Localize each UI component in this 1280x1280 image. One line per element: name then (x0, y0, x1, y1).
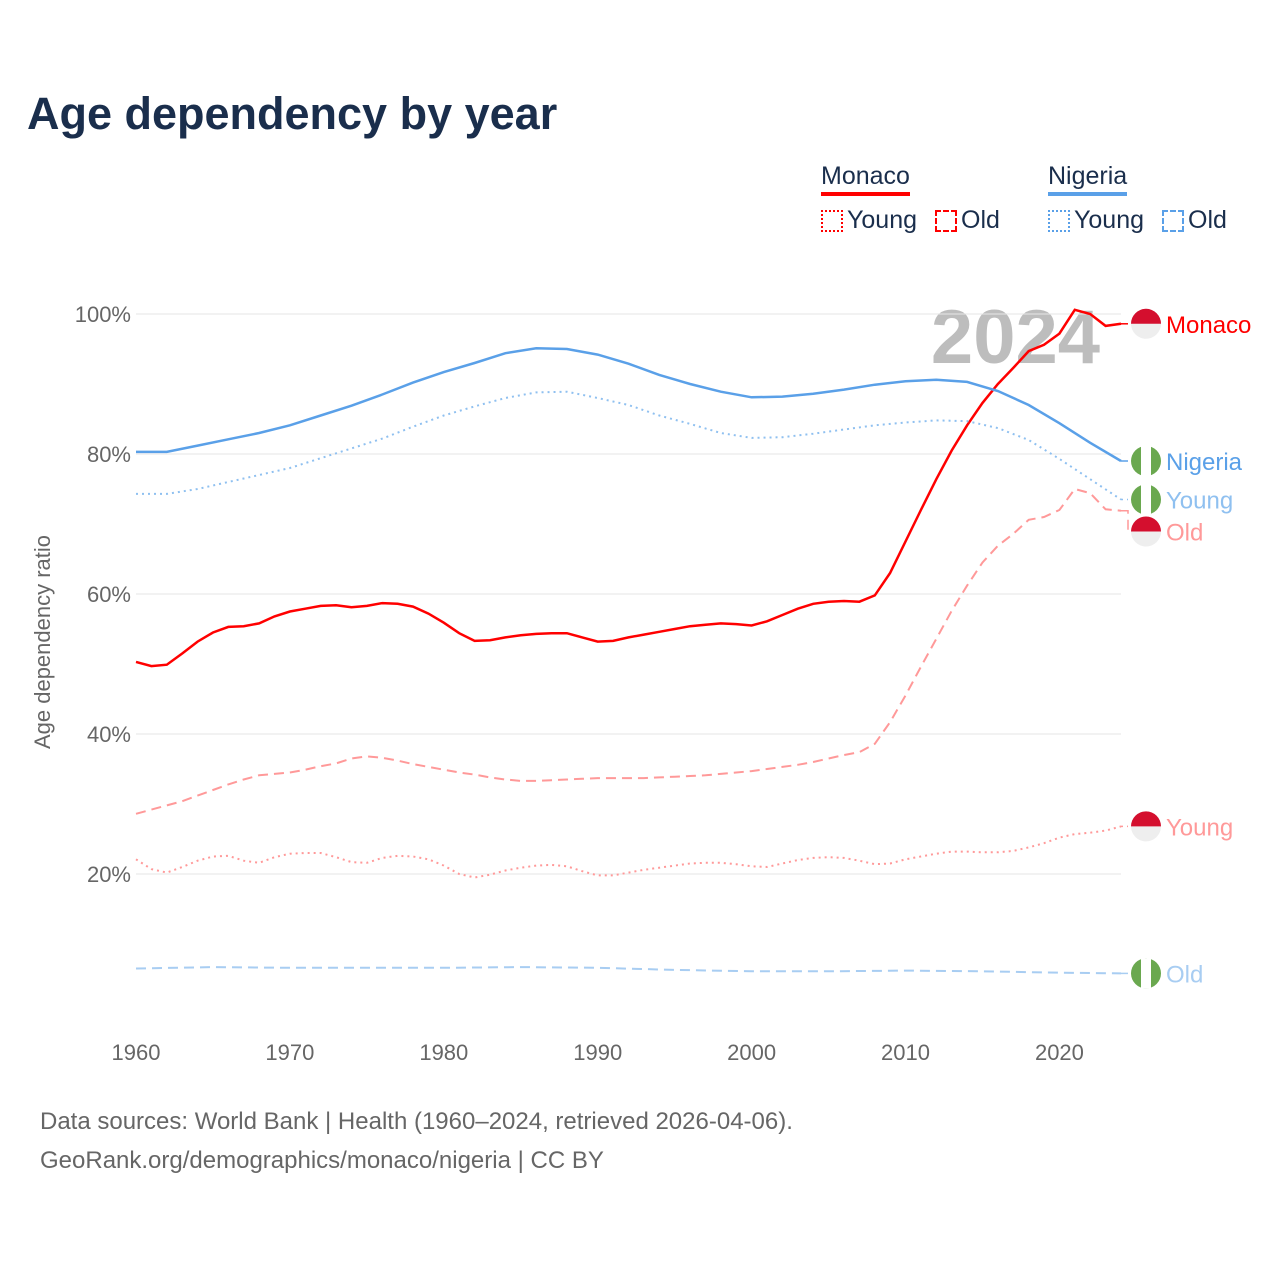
legend-nigeria: Nigeria Young Old (1048, 162, 1227, 235)
y-tick-label: 60% (87, 582, 131, 607)
series-line-nigeria-old (135, 966, 1122, 975)
nigeria-flag-white-band (1141, 484, 1151, 515)
x-tick-label: 1970 (265, 1040, 314, 1065)
series-line-monaco (135, 308, 1122, 668)
credit-link[interactable]: GeoRank.org/demographics/monaco/nigeria … (40, 1147, 604, 1174)
legend-country-monaco: Monaco (821, 162, 910, 196)
nigeria-flag-white-band (1141, 446, 1151, 476)
end-label-monaco-young: Young (1166, 814, 1233, 841)
x-tick-label: 1960 (112, 1040, 161, 1065)
legend-monaco: Monaco Young Old (821, 162, 1000, 235)
end-label-monaco-old: Old (1166, 520, 1203, 547)
legend-item-monaco-old[interactable]: Old (935, 206, 1000, 235)
end-label-monaco: Monaco (1166, 312, 1251, 339)
x-tick-label: 1990 (573, 1040, 622, 1065)
chart-title: Age dependency by year (27, 88, 558, 139)
legend-item-nigeria-young[interactable]: Young (1048, 206, 1144, 235)
legend-label: Young (1074, 206, 1144, 234)
data-sources: Data sources: World Bank | Health (1960–… (40, 1108, 793, 1135)
end-label-nigeria-old: Old (1166, 961, 1203, 988)
series-line-nigeria (136, 347, 1122, 463)
legend-item-monaco-young[interactable]: Young (821, 206, 917, 235)
series-line-monaco-young (135, 825, 1122, 879)
legend-item-nigeria-old[interactable]: Old (1162, 206, 1227, 235)
y-tick-label: 20% (87, 862, 131, 887)
legend-label: Young (847, 206, 917, 234)
dashed-swatch-icon (935, 209, 957, 232)
y-tick-label: 80% (87, 442, 131, 467)
dotted-swatch-icon (1048, 209, 1070, 232)
series-line-nigeria-young (136, 390, 1122, 501)
y-axis-label: Age dependency ratio (30, 535, 55, 749)
x-tick-label: 1980 (419, 1040, 468, 1065)
dotted-swatch-icon (821, 209, 843, 232)
x-tick-label: 2000 (727, 1040, 776, 1065)
nigeria-flag-white-band (1141, 958, 1151, 989)
dashed-swatch-icon (1162, 209, 1184, 232)
monaco-flag-red-half (1131, 516, 1161, 532)
end-label-nigeria: Nigeria (1166, 449, 1243, 476)
x-tick-label: 2020 (1035, 1040, 1084, 1065)
legend-country-nigeria: Nigeria (1048, 162, 1128, 196)
y-tick-label: 100% (75, 302, 131, 327)
monaco-flag-red-half (1131, 811, 1161, 827)
monaco-flag-red-half (1131, 308, 1161, 324)
x-tick-label: 2010 (881, 1040, 930, 1065)
y-tick-label: 40% (87, 722, 131, 747)
label-connector (1121, 509, 1129, 532)
end-label-nigeria-young: Young (1166, 488, 1233, 515)
legend-label: Old (961, 206, 1000, 234)
series-line-monaco-old (135, 487, 1122, 815)
legend-label: Old (1188, 206, 1227, 234)
